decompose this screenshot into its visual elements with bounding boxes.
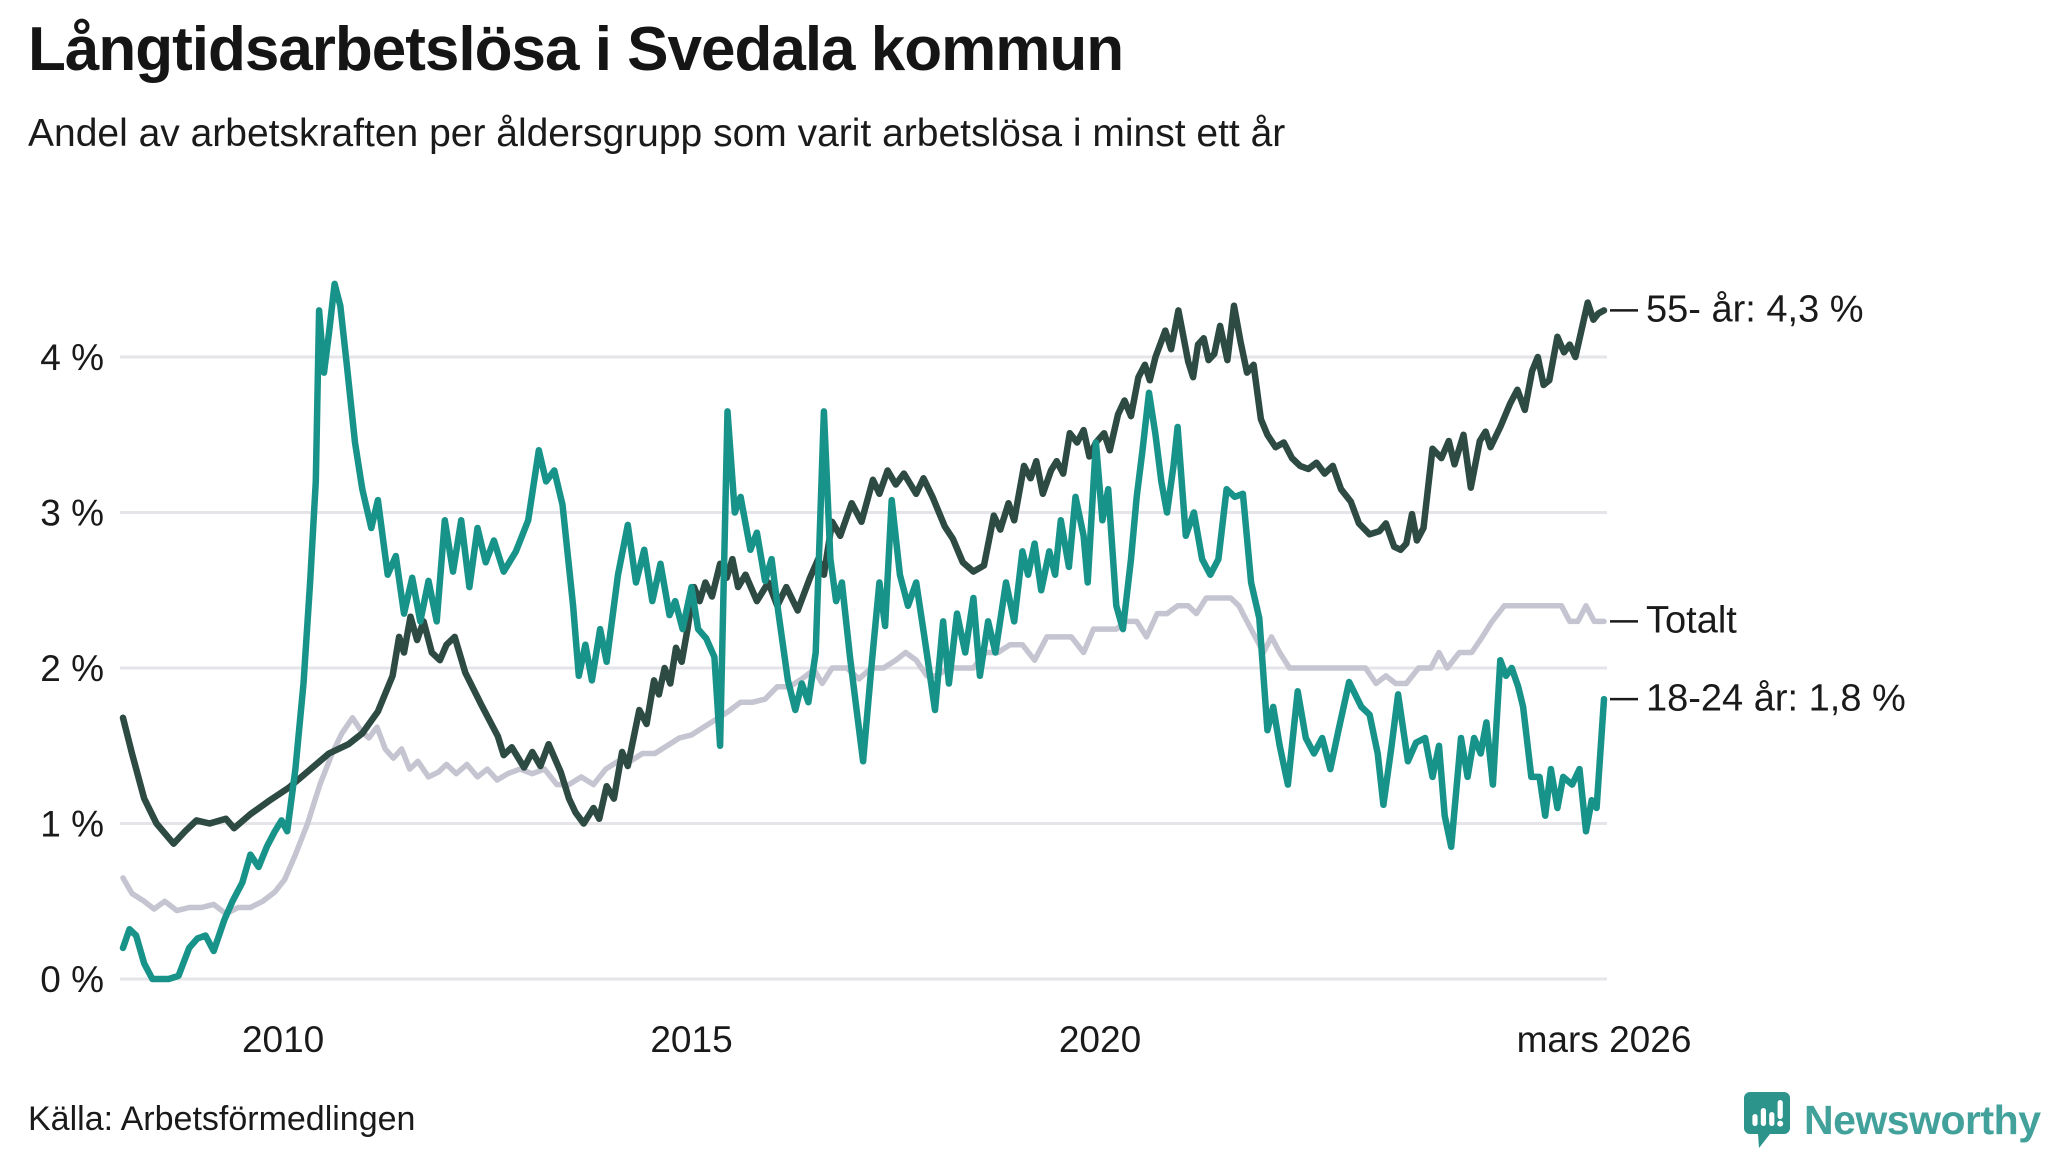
x-tick-label: mars 2026 — [1517, 1019, 1692, 1060]
page-title: Långtidsarbetslösa i Svedala kommun — [28, 15, 1124, 84]
series-end-label-55-ar: 55- år: 4,3 % — [1646, 288, 1864, 331]
newsworthy-brand: Newsworthy — [1742, 1090, 2041, 1150]
series-line-totalt — [120, 595, 1607, 917]
source-note: Källa: Arbetsförmedlingen — [28, 1100, 416, 1138]
series-end-label-totalt: Totalt — [1646, 599, 1737, 642]
x-tick-label: 2020 — [1059, 1019, 1141, 1060]
page-subtitle: Andel av arbetskraften per åldersgrupp s… — [28, 112, 1286, 155]
y-tick-label: 1 % — [40, 804, 104, 845]
y-tick-label: 0 % — [40, 959, 104, 1000]
y-tick-label: 4 % — [40, 337, 104, 378]
y-tick-label: 2 % — [40, 648, 104, 689]
series-line-55-r — [119, 299, 1608, 847]
x-tick-label: 2010 — [242, 1019, 324, 1060]
series-end-label-18-24-ar: 18-24 år: 1,8 % — [1646, 677, 1906, 720]
y-tick-label: 3 % — [40, 493, 104, 534]
x-tick-label: 2015 — [650, 1019, 732, 1060]
newsworthy-logo-text: Newsworthy — [1804, 1096, 2041, 1143]
series-line-18-24-r — [119, 280, 1608, 983]
newsworthy-logo-icon — [1744, 1092, 1790, 1148]
